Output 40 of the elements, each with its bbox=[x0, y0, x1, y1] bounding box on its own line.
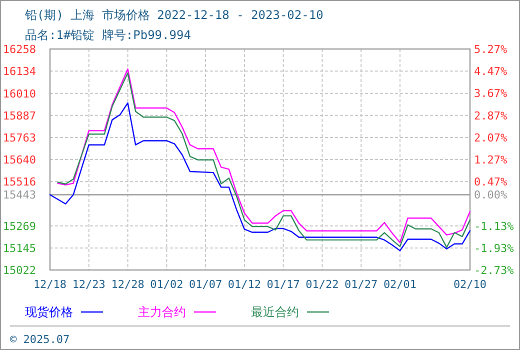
y-tick-label: 15763 bbox=[2, 132, 36, 145]
x-tick-label: 01/17 bbox=[266, 278, 300, 291]
y2-tick-label: 3.67% bbox=[474, 87, 508, 100]
y2-tick-label: 4.47% bbox=[474, 65, 508, 78]
x-tick-label: 01/02 bbox=[150, 278, 184, 291]
y2-tick-label: -2.73% bbox=[474, 264, 514, 277]
y-tick-label: 15640 bbox=[2, 154, 36, 166]
y-tick-label: 16010 bbox=[2, 87, 36, 100]
legend-label: 现货价格 bbox=[25, 305, 73, 319]
y2-tick-label: -1.93% bbox=[474, 242, 514, 255]
x-tick-label: 12/28 bbox=[111, 278, 144, 291]
line-series bbox=[49, 102, 471, 252]
chart-title: 铅(期) 上海 市场价格 2022-12-18 - 2023-02-10 bbox=[24, 8, 324, 22]
text: © 2025.07 bbox=[10, 333, 70, 346]
y2-tick-label: 0.00% bbox=[474, 188, 508, 202]
x-tick-label: 01/12 bbox=[228, 278, 262, 291]
x-tick-label: 02/01 bbox=[383, 278, 417, 291]
y-tick-label: 15516 bbox=[2, 176, 36, 189]
y-tick-label: 15269 bbox=[2, 220, 36, 233]
x-tick-label: 01/07 bbox=[188, 278, 222, 291]
y-tick-label: 16258 bbox=[2, 43, 36, 56]
y-tick-label: 16134 bbox=[2, 65, 36, 78]
y2-tick-label: -1.13% bbox=[474, 220, 514, 233]
y2-tick-label: 5.27% bbox=[474, 43, 508, 56]
x-tick-label: 12/18 bbox=[33, 278, 67, 291]
legend-label: 最近合约 bbox=[251, 305, 299, 319]
x-tick-label: 12/23 bbox=[72, 278, 106, 291]
y2-tick-label: 0.47% bbox=[474, 176, 508, 189]
x-tick-label: 01/27 bbox=[344, 278, 378, 291]
y2-tick-label: 1.27% bbox=[474, 154, 508, 166]
y-tick-label: 15022 bbox=[2, 264, 36, 277]
y-tick-label: 15145 bbox=[2, 242, 36, 256]
y-tick-label: 15443 bbox=[2, 188, 36, 202]
x-tick-label: 02/10 bbox=[453, 278, 487, 291]
y2-tick-label: 2.87% bbox=[474, 109, 508, 122]
x-tick-label: 01/22 bbox=[306, 278, 339, 291]
chart-subtitle: 品名:1#铅锭 牌号:Pb99.994 bbox=[25, 28, 191, 42]
y-tick-label: 15887 bbox=[2, 109, 36, 122]
legend-label: 主力合约 bbox=[138, 305, 186, 319]
y2-tick-label: 2.07% bbox=[474, 131, 508, 144]
